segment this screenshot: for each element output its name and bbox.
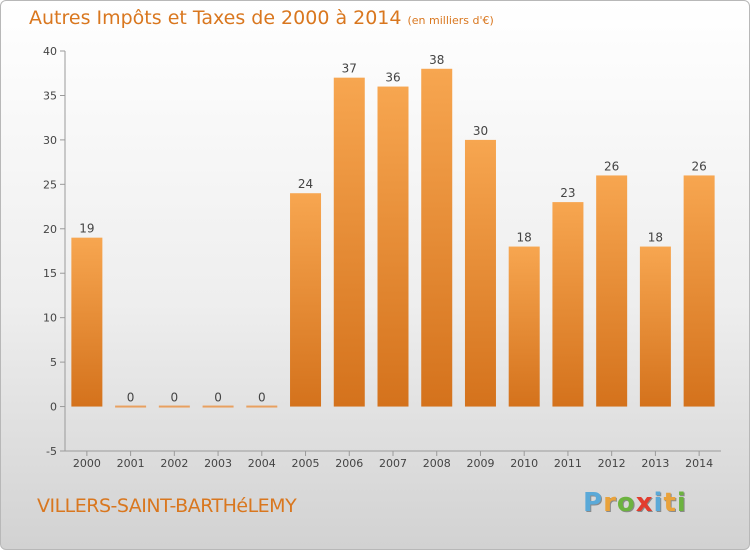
bar — [71, 237, 103, 407]
data-labels: 19 0 0 0 0 24 37 36 38 30 18 23 26 18 26 — [79, 53, 707, 405]
data-label: 18 — [648, 231, 663, 245]
bar — [421, 68, 453, 407]
bar — [202, 405, 234, 408]
x-tick-label: 2014 — [685, 457, 713, 470]
y-axis-ticks: -5 0 5 10 15 20 25 30 35 40 — [43, 45, 65, 458]
logo-letter: P — [583, 488, 604, 518]
bar — [115, 405, 147, 408]
bar — [508, 246, 540, 407]
data-label: 36 — [385, 71, 400, 85]
data-label: 0 — [258, 391, 266, 405]
x-axis-labels: 2000 2001 2002 2003 2004 2005 2006 2007 2008 2009… — [73, 451, 713, 470]
bar — [639, 246, 671, 407]
data-label: 38 — [429, 53, 444, 67]
bar — [246, 405, 278, 408]
bar — [464, 139, 496, 407]
data-label: 37 — [342, 62, 357, 76]
bar — [158, 405, 190, 408]
title-text: Autres Impôts et Taxes de 2000 à 2014 — [29, 7, 402, 29]
data-label: 19 — [79, 222, 94, 236]
proxiti-logo: Proxiti — [583, 488, 687, 518]
x-tick-label: 2008 — [423, 457, 451, 470]
y-tick-label: 30 — [43, 134, 57, 147]
x-tick-label: 2005 — [292, 457, 320, 470]
x-tick-label: 2010 — [510, 457, 538, 470]
data-label: 0 — [214, 391, 222, 405]
x-tick-label: 2006 — [335, 457, 363, 470]
data-label: 23 — [560, 186, 575, 200]
data-label: 18 — [517, 231, 532, 245]
town-name: VILLERS-SAINT-BARTHéLEMY — [37, 495, 297, 517]
y-tick-label: 0 — [50, 401, 57, 414]
bar — [333, 77, 365, 407]
logo-letter: o — [616, 488, 636, 518]
data-label: 0 — [171, 391, 179, 405]
chart-title: Autres Impôts et Taxes de 2000 à 2014 (en… — [29, 7, 494, 29]
x-tick-label: 2004 — [248, 457, 276, 470]
logo-letter: i — [653, 488, 664, 518]
data-label: 0 — [127, 391, 135, 405]
logo-letter: r — [603, 488, 617, 518]
y-tick-label: -5 — [46, 445, 57, 458]
data-label: 30 — [473, 124, 488, 138]
x-tick-label: 2009 — [466, 457, 494, 470]
y-tick-label: 35 — [43, 89, 57, 102]
y-tick-label: 5 — [50, 356, 57, 369]
bars — [71, 68, 715, 408]
x-tick-label: 2012 — [598, 457, 626, 470]
bar — [683, 175, 715, 407]
data-label: 26 — [604, 159, 619, 173]
y-tick-label: 40 — [43, 45, 57, 58]
bar — [377, 86, 409, 407]
logo-letter: i — [676, 488, 687, 518]
bar — [596, 175, 628, 407]
unit-label: (en milliers d'€) — [407, 14, 494, 27]
x-tick-label: 2013 — [641, 457, 669, 470]
y-tick-label: 10 — [43, 312, 57, 325]
data-label: 26 — [691, 159, 706, 173]
x-tick-label: 2003 — [204, 457, 232, 470]
logo-letter: t — [663, 488, 677, 518]
x-tick-label: 2000 — [73, 457, 101, 470]
y-tick-label: 15 — [43, 267, 57, 280]
bar — [290, 193, 322, 407]
x-tick-label: 2001 — [117, 457, 145, 470]
x-tick-label: 2007 — [379, 457, 407, 470]
x-tick-label: 2011 — [554, 457, 582, 470]
y-tick-label: 20 — [43, 223, 57, 236]
logo-letter: x — [635, 488, 654, 518]
x-tick-label: 2002 — [160, 457, 188, 470]
bar — [552, 202, 584, 407]
y-tick-label: 25 — [43, 178, 57, 191]
data-label: 24 — [298, 177, 313, 191]
